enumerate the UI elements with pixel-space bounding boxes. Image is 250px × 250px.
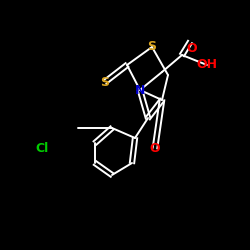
Text: O: O xyxy=(187,42,197,54)
Text: OH: OH xyxy=(196,58,218,71)
Text: Cl: Cl xyxy=(36,142,49,154)
Text: O: O xyxy=(150,142,160,154)
Text: N: N xyxy=(135,84,145,96)
Text: S: S xyxy=(148,40,156,54)
Text: S: S xyxy=(100,76,110,88)
